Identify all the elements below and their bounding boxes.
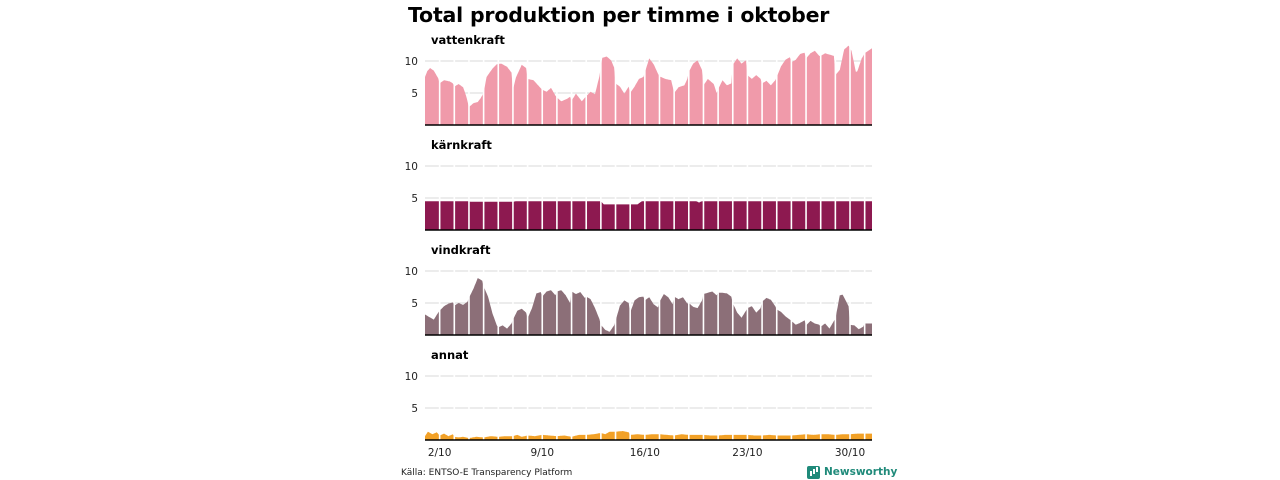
y-tick-label: 5 — [411, 193, 418, 205]
y-tick-label: 10 — [405, 371, 418, 383]
panel-label-vattenkraft: vattenkraft — [431, 33, 505, 47]
newsworthy-logo-icon — [807, 465, 820, 479]
area-vattenkraft — [425, 45, 872, 125]
panel-label-vindkraft: vindkraft — [431, 243, 491, 257]
panel-kärnkraft: kärnkraft 5 10 — [405, 138, 872, 231]
x-tick-label: 16/10 — [630, 447, 660, 459]
chart-area: vattenkraft510kärnkraft510vindkraft510an… — [405, 33, 872, 459]
panel-annat: annat 5 10 2/10 9/10 16/10 23/10 30/10 — [405, 348, 872, 459]
panel-vindkraft: vindkraft 5 10 — [405, 243, 872, 336]
brand[interactable]: Newsworthy — [807, 464, 897, 480]
area-annat — [425, 431, 872, 440]
area-kärnkraft — [425, 201, 872, 230]
panel-label-kärnkraft: kärnkraft — [431, 138, 492, 152]
brand-name: Newsworthy — [824, 466, 898, 478]
y-tick-label: 5 — [411, 298, 418, 310]
area-vindkraft — [425, 278, 872, 335]
y-tick-label: 10 — [405, 56, 418, 68]
y-tick-label: 5 — [411, 403, 418, 415]
x-tick-label: 9/10 — [530, 447, 554, 459]
panel-vattenkraft: vattenkraft 5 10 — [405, 33, 872, 126]
source-note: Källa: ENTSO-E Transparency Platform — [401, 468, 573, 478]
panel-label-annat: annat — [431, 348, 469, 362]
x-tick-label: 30/10 — [835, 447, 865, 459]
y-tick-label: 10 — [405, 266, 418, 278]
chart-title: Total produktion per timme i oktober — [408, 3, 830, 27]
y-tick-label: 10 — [405, 161, 418, 173]
x-tick-label: 2/10 — [428, 447, 452, 459]
y-tick-label: 5 — [411, 88, 418, 100]
x-tick-label: 23/10 — [732, 447, 762, 459]
